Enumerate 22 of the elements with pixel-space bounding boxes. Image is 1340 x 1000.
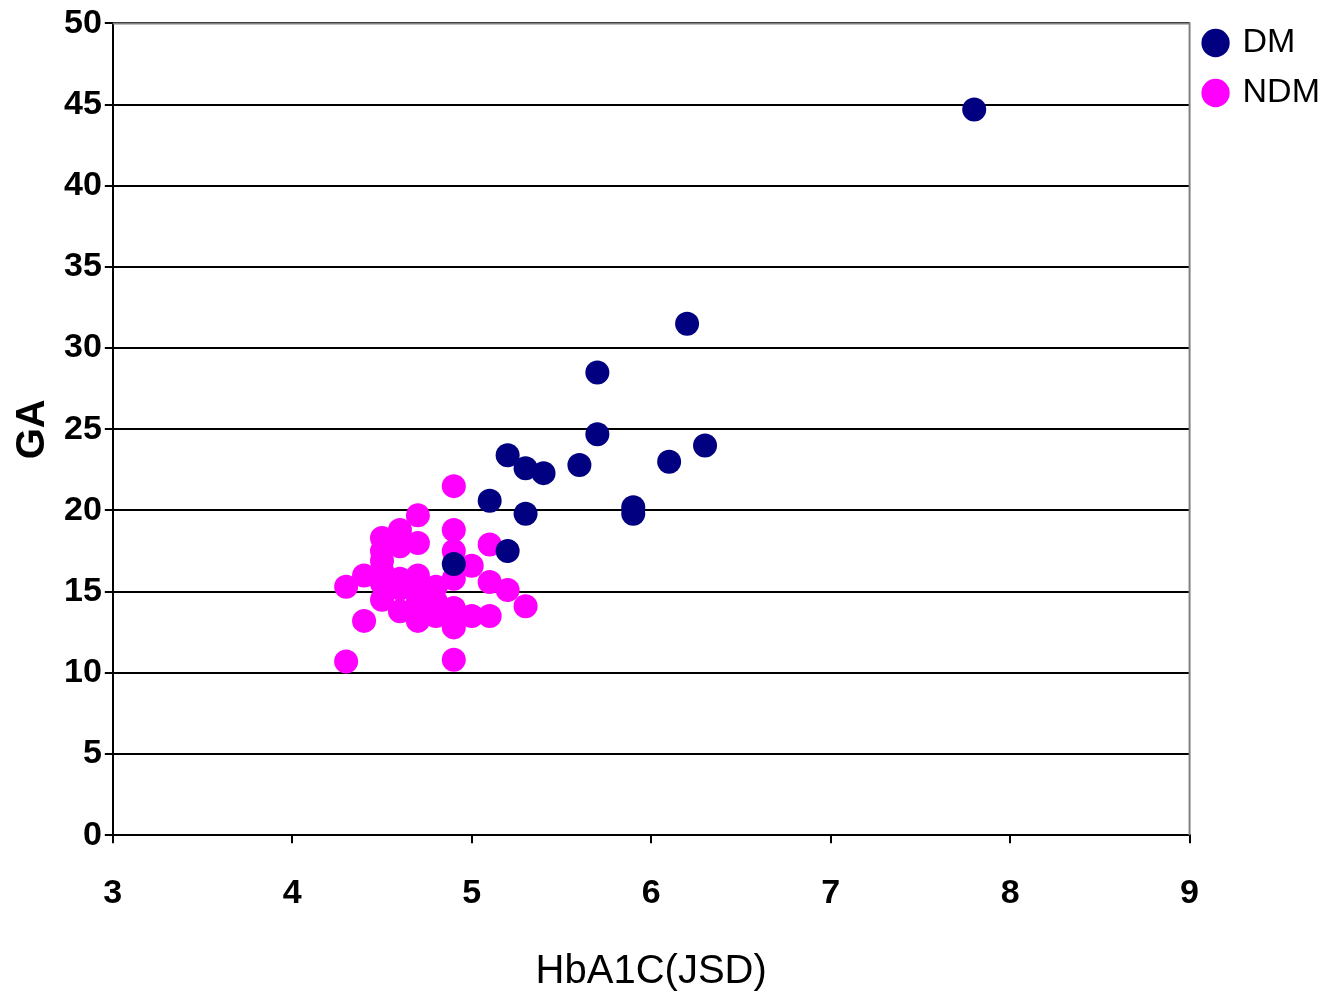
x-tick-label: 9 [1180,871,1200,910]
y-tick-label: 45 [63,82,102,121]
x-tick-label: 6 [641,871,661,910]
x-tick-label: 3 [103,871,123,910]
y-tick-label: 35 [63,245,102,284]
legend-label: NDM [1242,71,1321,110]
y-tick-label: 40 [63,164,102,203]
y-tick-label: 30 [63,326,102,365]
y-tick-label: 15 [63,570,102,609]
legend-label: DM [1242,21,1296,60]
x-axis-title: HbA1C(JSD) [535,947,767,992]
x-tick-label: 4 [282,871,302,910]
x-tick-label: 7 [821,871,841,910]
x-tick-label: 8 [1000,871,1020,910]
y-tick-label: 20 [63,488,102,527]
y-tick-label: 10 [63,651,102,690]
y-axis-title: GA [8,399,53,460]
y-tick-label: 50 [63,1,102,40]
y-tick-label: 25 [63,407,102,446]
y-tick-label: 5 [82,732,102,771]
x-tick-label: 5 [462,871,482,910]
y-tick-label: 0 [82,813,102,852]
